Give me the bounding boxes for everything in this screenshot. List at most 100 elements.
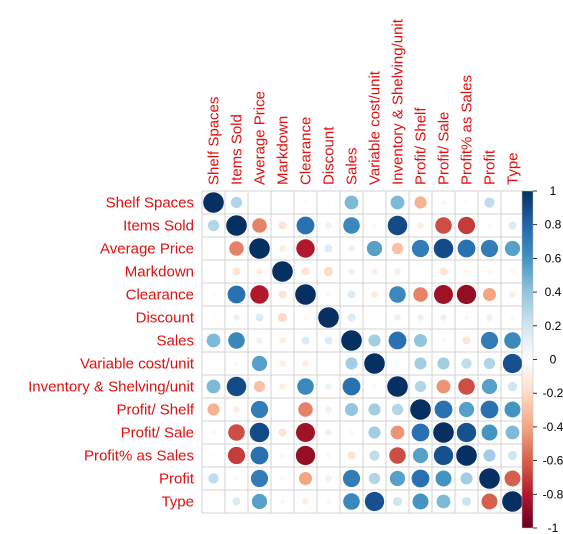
correlation-circle <box>433 238 454 259</box>
column-labels: Shelf Spaces Items Sold Average Price Markd… <box>206 18 522 185</box>
correlation-circle <box>280 499 285 504</box>
legend-tick-label: 0.8 <box>545 218 562 232</box>
correlation-circle <box>296 216 315 235</box>
correlation-circle <box>373 316 376 319</box>
legend-tick-label: -0.4 <box>543 420 563 434</box>
correlation-circle <box>348 268 355 275</box>
correlation-circle <box>502 353 523 374</box>
row-labels: Shelf Spaces Items Sold Average Price Markd… <box>28 195 195 511</box>
correlation-circle <box>387 215 408 236</box>
correlation-circle <box>436 379 451 394</box>
correlation-circle <box>368 334 381 347</box>
correlation-circle <box>344 402 359 417</box>
grid-cell <box>201 351 226 376</box>
correlation-circle <box>481 424 498 441</box>
correlation-circle <box>301 336 310 345</box>
correlation-circle <box>411 423 430 442</box>
correlation-circle <box>207 219 220 232</box>
correlation-circle <box>364 491 385 512</box>
correlation-circle <box>302 360 309 367</box>
correlation-circle <box>413 333 428 348</box>
correlation-circle <box>211 292 216 297</box>
correlation-circle <box>325 383 332 390</box>
correlation-circle <box>279 337 286 344</box>
correlation-circle <box>343 493 360 510</box>
correlation-circle <box>249 238 270 259</box>
correlation-circle <box>325 475 332 482</box>
correlation-circle <box>461 358 472 369</box>
correlation-circle <box>252 218 267 233</box>
correlation-circle <box>504 401 521 418</box>
correlation-circle <box>203 192 224 213</box>
correlation-circle <box>228 332 245 349</box>
grid <box>201 190 525 514</box>
correlation-circle <box>206 379 221 394</box>
correlation-circle <box>303 200 308 205</box>
correlation-circle <box>249 422 270 443</box>
correlation-circle <box>411 239 430 258</box>
correlation-circle <box>369 450 380 461</box>
correlation-circle <box>206 333 221 348</box>
column-label: Clearance <box>298 117 315 185</box>
correlation-circle <box>511 201 514 204</box>
correlation-circle <box>372 384 377 389</box>
legend-tick-label: -0.6 <box>543 454 563 468</box>
column-label: Profit <box>482 149 499 185</box>
correlation-circle <box>212 500 215 503</box>
correlation-circle <box>227 285 246 304</box>
correlation-circle <box>510 269 515 274</box>
correlation-circle <box>464 269 469 274</box>
correlation-circle <box>344 195 359 210</box>
correlation-circle <box>234 476 239 481</box>
row-label: Inventory & Shelving/unit <box>28 379 195 396</box>
correlation-circle <box>460 472 473 485</box>
correlation-circle <box>325 222 332 229</box>
correlation-circle <box>347 451 356 460</box>
correlation-circle <box>256 337 263 344</box>
correlation-circle <box>502 491 523 512</box>
row-label: Profit% as Sales <box>84 448 194 465</box>
correlation-circle <box>395 361 400 366</box>
correlation-circle <box>228 424 245 441</box>
correlation-circle <box>414 380 427 393</box>
correlation-circle <box>298 471 313 486</box>
correlation-circle <box>212 247 215 250</box>
correlation-circle <box>366 240 383 257</box>
correlation-circle <box>371 268 378 275</box>
correlation-circle <box>390 195 405 210</box>
correlation-circle <box>233 406 240 413</box>
correlation-circle <box>391 403 404 416</box>
column-label: Inventory & Shelving/unit <box>390 18 407 185</box>
correlation-circle <box>232 267 241 276</box>
correlation-circle <box>296 239 315 258</box>
correlation-circle <box>277 312 288 323</box>
correlation-circle <box>482 287 497 302</box>
row-label: Markdown <box>125 264 194 281</box>
row-label: Average Price <box>100 241 194 258</box>
correlation-circle <box>504 470 521 487</box>
correlation-circle <box>387 376 408 397</box>
correlation-circle <box>437 357 450 370</box>
correlation-circle <box>480 331 499 350</box>
correlation-circle <box>226 215 247 236</box>
correlation-circle <box>456 422 477 443</box>
correlation-circle <box>464 315 469 320</box>
correlation-circle <box>211 430 216 435</box>
correlation-circle <box>341 330 362 351</box>
correlation-circle <box>368 403 381 416</box>
correlation-circle <box>278 428 287 437</box>
row-label: Sales <box>156 333 194 350</box>
correlation-circle <box>207 403 220 416</box>
correlation-circle <box>441 338 446 343</box>
correlation-circle <box>456 284 477 305</box>
correlation-circle <box>318 307 339 328</box>
row-label: Profit/ Sale <box>121 425 194 442</box>
correlation-circle <box>211 315 216 320</box>
correlation-circle <box>412 447 429 464</box>
correlation-circle <box>372 223 377 228</box>
correlation-circle <box>461 496 472 507</box>
correlation-circle <box>345 357 358 370</box>
legend-tick-label: -0.8 <box>543 487 563 501</box>
correlation-circle <box>295 445 316 466</box>
correlation-circle <box>298 402 313 417</box>
